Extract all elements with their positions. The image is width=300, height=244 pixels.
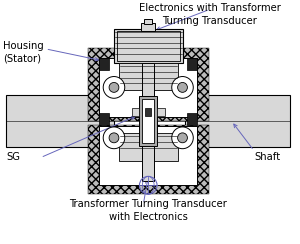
- Bar: [141, 23, 155, 31]
- Bar: [188, 113, 197, 125]
- Bar: [142, 99, 154, 143]
- Bar: [99, 58, 197, 117]
- Circle shape: [103, 127, 125, 149]
- Bar: [6, 95, 114, 147]
- Bar: [114, 29, 182, 63]
- Text: Electronics with Transformer
Turning Transducer: Electronics with Transformer Turning Tra…: [139, 3, 281, 26]
- Text: Housing
(Stator): Housing (Stator): [3, 41, 44, 63]
- Bar: [132, 108, 140, 116]
- Bar: [117, 31, 180, 61]
- Bar: [88, 48, 209, 121]
- Text: Shaft: Shaft: [254, 152, 280, 162]
- Circle shape: [178, 82, 188, 92]
- Bar: [99, 58, 109, 70]
- Circle shape: [172, 77, 193, 98]
- Bar: [185, 95, 290, 147]
- Bar: [145, 108, 151, 116]
- Bar: [144, 19, 152, 24]
- Bar: [157, 108, 165, 116]
- Circle shape: [109, 133, 119, 143]
- Circle shape: [178, 133, 188, 143]
- Bar: [119, 63, 178, 90]
- Circle shape: [103, 77, 125, 98]
- Bar: [88, 125, 209, 194]
- Bar: [142, 63, 154, 181]
- Bar: [140, 96, 157, 146]
- Bar: [188, 58, 197, 70]
- Text: SG: SG: [6, 152, 20, 162]
- Bar: [119, 133, 178, 161]
- Bar: [99, 113, 109, 125]
- Circle shape: [109, 82, 119, 92]
- Circle shape: [172, 127, 193, 149]
- Text: Transformer Turning Transducer
with Electronics: Transformer Turning Transducer with Elec…: [69, 199, 227, 222]
- Bar: [99, 126, 197, 185]
